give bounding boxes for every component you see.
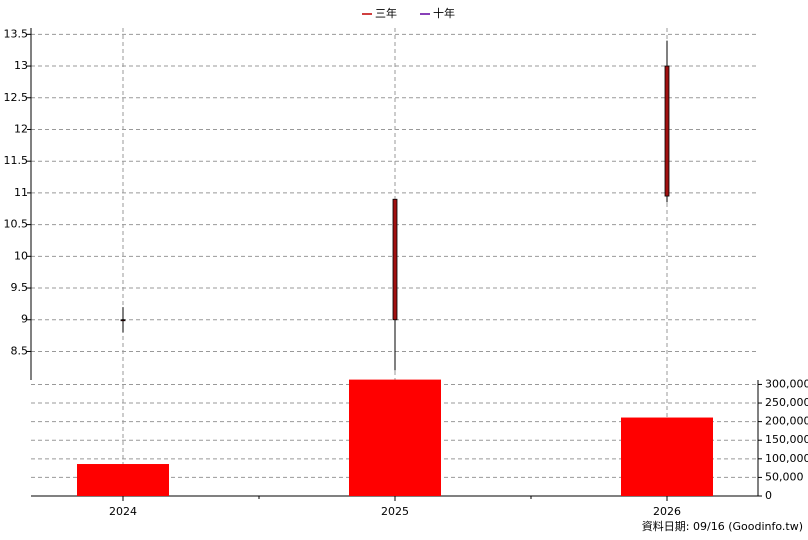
legend-label: 十年 [433,6,455,20]
y2-tick-label: 200,000 [765,415,808,428]
x-tick-label: 2024 [109,505,137,518]
volume-bar [621,417,713,496]
y-tick-label: 10.5 [4,218,29,231]
y-tick-label: 13.5 [4,27,29,40]
y-tick-label: 8.5 [11,344,29,357]
candle-body [120,319,126,322]
footer: 資料日期: 09/16 (Goodinfo.tw) [642,519,803,533]
y-tick-label: 9.5 [11,281,29,294]
y-tick-label: 10 [14,249,28,262]
y-tick-label: 12 [14,122,28,135]
y-tick-label: 9 [21,313,28,326]
y2-tick-label: 50,000 [765,470,804,483]
candle-body [664,65,670,197]
y-tick-label: 11 [14,186,28,199]
y2-tick-label: 150,000 [765,433,808,446]
legend-label: 三年 [375,6,397,20]
volume-bar [349,379,441,496]
x-tick-label: 2026 [653,505,681,518]
y-tick-label: 11.5 [4,154,29,167]
x-tick-label: 2025 [381,505,409,518]
y2-tick-label: 300,000 [765,377,808,390]
y2-tick-label: 100,000 [765,452,808,465]
y2-tick-label: 250,000 [765,396,808,409]
y2-tick-label: 0 [765,489,772,502]
volume-bar [77,464,169,496]
y-tick-label: 13 [14,59,28,72]
candle-body [392,198,398,321]
y-tick-label: 12.5 [4,91,29,104]
